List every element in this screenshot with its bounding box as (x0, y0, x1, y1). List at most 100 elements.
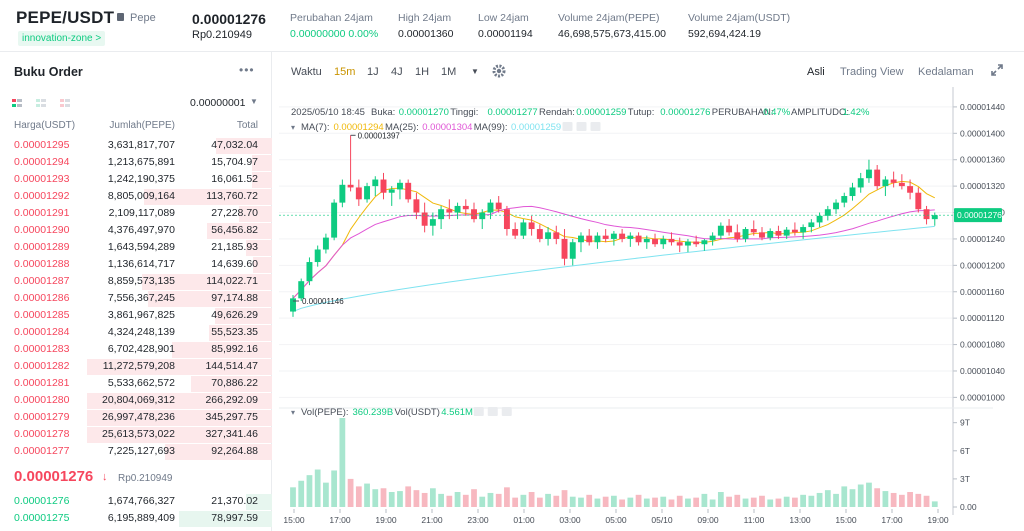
view-asks-icon[interactable] (60, 99, 70, 108)
candle-body (767, 231, 774, 238)
row-price: 0.00001275 (14, 512, 70, 524)
price-tick-label: 0.00001440 (960, 102, 1005, 112)
bid-row[interactable]: 0.00001276 1,674,766,327 21,370.02 (0, 493, 272, 510)
volume-bar (388, 492, 395, 507)
candle-body (438, 209, 445, 220)
ask-row[interactable]: 0.00001288 1,136,614,717 14,639.60 (0, 256, 272, 273)
depth-bar (215, 308, 272, 324)
ask-row[interactable]: 0.00001286 7,556,367,245 97,174.88 (0, 290, 272, 307)
low-annotation: 0.00001146 (302, 297, 344, 306)
volume-bar (495, 493, 502, 507)
ohlc-tinggi: 0.00001277 (488, 107, 538, 118)
candle-body (874, 169, 881, 187)
volume-bar (824, 490, 831, 507)
ask-row[interactable]: 0.00001280 20,804,069,312 266,292.09 (0, 392, 272, 409)
volume-bar (331, 470, 338, 507)
volume-bar (619, 499, 625, 507)
ohlc-buka: 0.00001270 (399, 107, 449, 118)
volume-bar (446, 495, 453, 507)
ask-row[interactable]: 0.00001281 5,533,662,572 70,886.22 (0, 375, 272, 392)
interval-1m[interactable]: 1M (441, 66, 457, 78)
candle-body (660, 238, 667, 245)
more-options-icon[interactable]: ••• (239, 63, 255, 77)
chevron-down-icon[interactable]: ▼ (250, 97, 258, 106)
row-total: 14,639.60 (211, 258, 258, 270)
candle-body (372, 179, 379, 187)
price-tick-label: 0.00001360 (960, 155, 1005, 165)
volume-bar (841, 486, 848, 507)
view-original[interactable]: Asli (807, 66, 825, 78)
ask-row[interactable]: 0.00001287 8,859,573,135 114,022.71 (0, 273, 272, 290)
depth-bar (246, 494, 272, 510)
candlestick-chart[interactable]: 0.00001440 0.00001400 0.00001360 0.00001320… (273, 52, 1024, 531)
view-bids-icon[interactable] (36, 99, 46, 108)
ma-tool-icon (562, 122, 573, 131)
volume-bar (421, 492, 428, 507)
depth-bar (209, 325, 272, 341)
ask-row[interactable]: 0.00001289 1,643,594,289 21,185.93 (0, 239, 272, 256)
volume-bar (429, 488, 436, 507)
candle-body (528, 222, 535, 230)
volume-bar (602, 496, 609, 507)
view-depth[interactable]: Kedalaman (918, 66, 974, 78)
depth-bar (172, 342, 272, 358)
stat-label-low: Low 24jam (478, 12, 529, 24)
ask-row[interactable]: 0.00001290 4,376,497,970 56,456.82 (0, 222, 272, 239)
gear-icon[interactable] (492, 64, 506, 78)
row-total: 15,704.97 (211, 156, 258, 168)
volume-bar (635, 494, 642, 507)
more-intervals-icon[interactable]: ▼ (471, 67, 479, 76)
volume-bar (413, 490, 420, 507)
ask-row[interactable]: 0.00001291 2,109,117,089 27,228.70 (0, 205, 272, 222)
token-info-icon[interactable] (117, 13, 124, 21)
ask-row[interactable]: 0.00001294 1,213,675,891 15,704.97 (0, 154, 272, 171)
token-name[interactable]: Pepe (130, 12, 156, 24)
ask-row[interactable]: 0.00001282 11,272,579,208 144,514.47 (0, 358, 272, 375)
time-tick-label: 09:00 (697, 515, 719, 525)
candle-body (487, 202, 494, 213)
view-both-icon[interactable] (12, 99, 22, 108)
row-amount: 6,702,428,901 (107, 343, 175, 355)
row-price: 0.00001281 (14, 377, 70, 389)
ma99-line (292, 225, 935, 313)
volume-bar (652, 497, 658, 507)
interval-15m[interactable]: 15m (334, 66, 356, 78)
candle-body (429, 219, 436, 226)
depth-bar (144, 189, 272, 205)
ask-row[interactable]: 0.00001295 3,631,817,707 47,032.04 (0, 137, 272, 154)
depth-bar (165, 444, 272, 460)
row-total: 49,626.29 (211, 309, 258, 321)
interval-1h[interactable]: 1H (415, 66, 430, 78)
interval-4j[interactable]: 4J (391, 66, 403, 78)
row-price: 0.00001295 (14, 139, 70, 151)
ask-row[interactable]: 0.00001277 7,225,127,693 92,264.88 (0, 443, 272, 460)
ask-row[interactable]: 0.00001284 4,324,248,139 55,523.35 (0, 324, 272, 341)
bid-row[interactable]: 0.00001275 6,195,889,409 78,997.59 (0, 510, 272, 527)
view-tradingview[interactable]: Trading View (840, 66, 904, 78)
volume-bar (898, 494, 905, 507)
ask-row[interactable]: 0.00001293 1,242,190,375 16,061.52 (0, 171, 272, 188)
candle-body (594, 235, 601, 243)
candle-body (397, 182, 403, 190)
candle-body (388, 189, 395, 193)
row-amount: 20,804,069,312 (102, 394, 175, 406)
time-tick-label: 15:00 (283, 515, 305, 525)
candle-body (322, 237, 329, 250)
ask-row[interactable]: 0.00001283 6,702,428,901 85,992.16 (0, 341, 272, 358)
volume-bar (915, 493, 922, 507)
candle-body (545, 232, 552, 239)
row-amount: 6,195,889,409 (107, 512, 175, 524)
time-tick-label: 23:00 (467, 515, 489, 525)
candle-body (824, 209, 831, 216)
ask-row[interactable]: 0.00001292 8,805,009,164 113,760.72 (0, 188, 272, 205)
ask-row[interactable]: 0.00001278 25,613,573,022 327,341.46 (0, 426, 272, 443)
interval-1j[interactable]: 1J (367, 66, 379, 78)
ask-row[interactable]: 0.00001279 26,997,478,236 345,297.75 (0, 409, 272, 426)
ask-row[interactable]: 0.00001285 3,861,967,825 49,626.29 (0, 307, 272, 324)
expand-icon[interactable] (990, 63, 1004, 77)
time-label: Waktu (291, 66, 322, 78)
candle-body (578, 235, 584, 243)
tick-size-select[interactable]: 0.00000001 (190, 97, 246, 109)
pair-symbol[interactable]: PEPE/USDT (16, 8, 115, 27)
zone-badge[interactable]: innovation-zone > (18, 31, 106, 46)
